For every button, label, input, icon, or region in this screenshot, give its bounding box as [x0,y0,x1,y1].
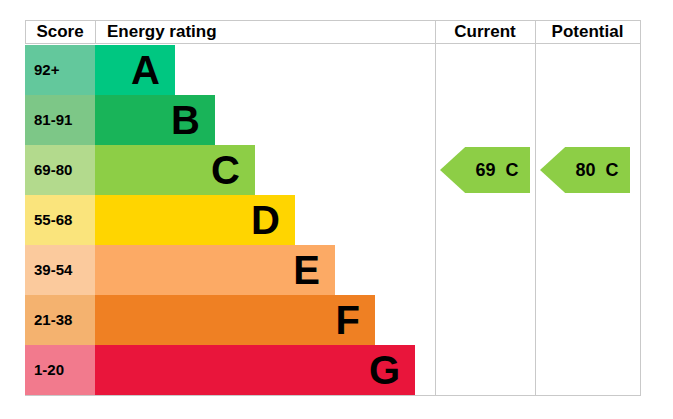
band-letter: B [95,95,215,145]
band-score-cell: 21-38 [25,295,95,345]
band-bar: A [95,45,175,95]
band-score-cell: 39-54 [25,245,95,295]
current-column-divider [435,20,436,396]
potential-header: Potential [535,20,640,43]
band-score-range: 39-54 [34,245,72,295]
band-score-range: 81-91 [34,95,72,145]
energy-rating-header: Energy rating [107,20,217,43]
potential-score-value: 80 [575,160,595,181]
potential-band-letter: C [606,160,619,181]
chart-border-bottom [25,395,640,396]
band-bar: D [95,195,295,245]
band-bar: B [95,95,215,145]
band-letter: C [95,145,255,195]
band-score-range: 69-80 [34,145,72,195]
potential-arrow: 80 C [540,147,630,193]
band-score-range: 55-68 [34,195,72,245]
band-score-cell: 92+ [25,45,95,95]
band-score-cell: 55-68 [25,195,95,245]
potential-column-divider [535,20,536,396]
band-letter: F [95,295,375,345]
band-score-cell: 1-20 [25,345,95,395]
current-score-value: 69 [475,160,495,181]
band-score-cell: 69-80 [25,145,95,195]
band-letter: D [95,195,295,245]
band-bar: F [95,295,375,345]
band-bar: G [95,345,415,395]
header-underline [25,43,640,44]
band-bar: E [95,245,335,295]
band-letter: G [95,345,415,395]
chart-border-right [640,20,641,396]
score-header: Score [25,20,95,43]
current-arrow: 69 C [440,147,530,193]
band-letter: A [95,45,175,95]
band-bar: C [95,145,255,195]
current-header: Current [435,20,535,43]
band-score-cell: 81-91 [25,95,95,145]
score-column-divider [95,20,96,44]
epc-rating-chart: Score Energy rating Current Potential 92… [0,0,673,419]
band-letter: E [95,245,335,295]
band-score-range: 21-38 [34,295,72,345]
current-band-letter: C [506,160,519,181]
band-score-range: 1-20 [34,345,64,395]
band-score-range: 92+ [34,45,59,95]
